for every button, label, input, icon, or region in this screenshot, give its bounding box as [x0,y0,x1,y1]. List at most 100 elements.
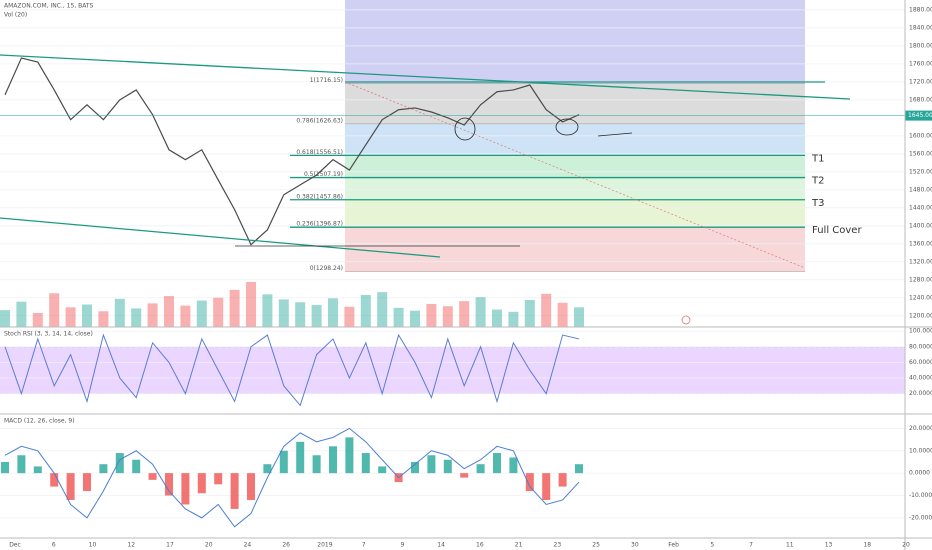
volume-bar [278,299,289,327]
macd-histogram-bar [247,473,255,500]
x-tick-label: 12 [127,542,135,549]
stoch-band [0,346,905,394]
macd-histogram-bar [50,473,59,487]
drawings [0,54,851,269]
volume-label: Vol (20) [4,12,27,19]
macd-histogram-bar [361,453,370,474]
last-price-tag [905,110,932,121]
fib-band [345,155,805,178]
macd-histogram-bar [214,473,223,485]
y-tick-label: 1440.00 [909,204,932,211]
x-tick-label: 21 [515,542,523,549]
volume-bar [229,289,240,327]
volume-bar [16,301,27,327]
y-tick-label: 40.0000 [909,375,932,382]
volume-bar [360,294,371,327]
y-tick-label: 1560.00 [909,150,932,157]
symbol-title: AMAZON.COM, INC., 15, BATS [4,3,94,10]
macd-histogram-bar [99,464,108,474]
x-tick-label: 13 [825,542,833,549]
x-tick-label: 5 [710,542,714,549]
fib-band [345,199,805,228]
macd-histogram-bar [312,455,321,474]
volume-bar [114,298,125,327]
volume-bar [344,306,355,327]
x-tick-label: Dec [9,542,21,549]
fib-band [345,83,805,124]
trend-line [0,217,441,258]
volume-bar [410,310,420,327]
trend-line [0,54,851,100]
x-tick-label: 23 [554,542,562,549]
y-tick-label: 20.0000 [909,425,932,432]
volume-bar [0,310,10,327]
y-tick-label: 1360.00 [909,240,932,247]
x-tick-label: 7 [362,542,366,549]
volume-bar [574,307,584,327]
data-layer [0,57,932,528]
macd-histogram-bar [443,459,452,474]
y-tick-label: 1720.00 [909,78,932,85]
macd-histogram-bar [329,446,337,474]
macd-line [4,427,580,528]
volume-bar [475,297,486,327]
x-tick-label: Feb [668,542,679,549]
macd-histogram-bar [345,437,354,474]
macd-histogram-bar [575,464,583,474]
macd-histogram-bar [509,457,518,474]
fib-label: 0.786(1626.63) [296,117,343,124]
macd-histogram-bar [558,473,567,487]
macd-histogram-bar [66,473,75,500]
volume-bar [98,311,109,327]
volume-bar [393,307,404,327]
volume-bar [131,308,142,327]
macd-histogram-bar [263,464,272,474]
y-tick-label: 1480.00 [909,186,932,193]
stoch-title: Stoch RSI (3, 3, 14, 14, close) [4,331,93,338]
volume-bar [196,300,207,327]
fib-diagonal [344,81,806,269]
macd-histogram-bar [411,461,419,474]
volume-bar [49,293,60,327]
x-tick-label: 17 [166,542,174,549]
grid-layer [0,9,905,519]
macd-histogram-bar [148,473,157,480]
x-tick-label: 25 [592,542,600,549]
volume-bar [492,309,502,327]
volume-bar [164,296,174,327]
x-tick-label: 26 [282,542,290,549]
y-tick-label: 1400.00 [909,222,932,229]
x-tick-label: 6 [52,542,56,549]
stoch-line [4,333,580,407]
fib-label: 0(1298.24) [310,265,343,272]
x-tick-label: 30 [631,542,639,549]
volume-bar [377,292,388,327]
volume-bar [328,298,338,327]
y-tick-label: 60.0000 [909,359,932,366]
macd-histogram-bar [132,459,141,474]
label-layer: AMAZON.COM, INC., 15, BATS Vol (20) Stoc… [4,3,932,549]
target-label: T2 [811,176,824,187]
x-tick-label: 9 [400,542,404,549]
volume-bar [213,297,224,327]
macd-histogram-bar [378,466,387,474]
macd-histogram-bar [33,466,42,474]
y-tick-label: 1320.00 [909,258,932,265]
macd-histogram-bar [542,473,551,500]
x-tick-label: 16 [476,542,484,549]
annotation-line [597,132,633,137]
target-label: Full Cover [812,225,862,236]
volume-bar [82,304,92,327]
volume-bar [541,293,552,327]
x-tick-label: 10 [89,542,97,549]
y-tick-label: 1880.00 [909,6,932,13]
y-tick-label: 0.0000 [909,470,930,477]
x-tick-label: 11 [786,542,794,549]
volume-bar [426,303,437,327]
volume-bar [147,303,158,327]
fib-label: 0.382(1457.86) [296,193,343,200]
price-line [4,57,580,246]
y-tick-label: -20.0000 [909,514,932,521]
y-tick-label: 1240.00 [909,294,932,301]
last-price-label: 1645.00 [908,112,932,119]
